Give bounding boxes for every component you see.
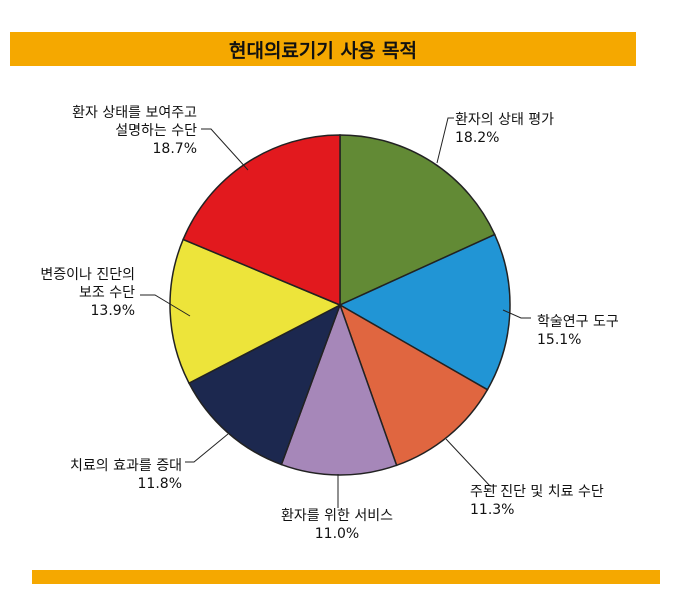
leader-line [436, 117, 454, 164]
leader-line [502, 309, 531, 319]
pie-slices [169, 134, 511, 476]
slice-value-label: 11.3% [470, 502, 514, 518]
leader-line [445, 438, 497, 487]
slice-label: 환자의 상태 평가 [455, 112, 554, 128]
leader-line [185, 433, 229, 463]
slice-value-label: 11.8% [138, 476, 182, 492]
slice-value-label: 18.7% [153, 141, 197, 157]
title-banner: 현대의료기기 사용 목적 [10, 32, 636, 66]
pie-slice [339, 134, 496, 307]
pie-slice [169, 238, 342, 385]
leader-lines [140, 117, 531, 508]
slice-label: 환자를 위한 서비스 [281, 508, 393, 524]
slice-labels: 환자의 상태 평가 18.2% 학술연구 도구 15.1% 주된 진단 및 치료 수단 1… [40, 105, 618, 542]
slice-label: 학술연구 도구 [537, 314, 619, 330]
pie-slice [182, 134, 341, 307]
bottom-banner [32, 570, 660, 584]
slice-label: 환자 상태를 보여주고 [72, 105, 197, 121]
slice-label: 보조 수단 [79, 285, 135, 301]
slice-value-label: 18.2% [455, 130, 499, 146]
slice-label: 변증이나 진단의 [40, 267, 135, 283]
leader-line [201, 128, 249, 171]
pie-slice [188, 303, 342, 466]
pie-slice [338, 303, 489, 467]
slice-label: 설명하는 수단 [115, 123, 197, 139]
leader-line [140, 294, 191, 317]
slice-value-label: 13.9% [91, 303, 135, 319]
slice-label: 치료의 효과를 증대 [70, 458, 182, 474]
slice-value-label: 11.0% [315, 526, 359, 542]
slice-label: 주된 진단 및 치료 수단 [470, 484, 604, 500]
slice-value-label: 15.1% [537, 332, 581, 348]
chart-title: 현대의료기기 사용 목적 [228, 39, 418, 62]
pie-slice [280, 302, 398, 476]
